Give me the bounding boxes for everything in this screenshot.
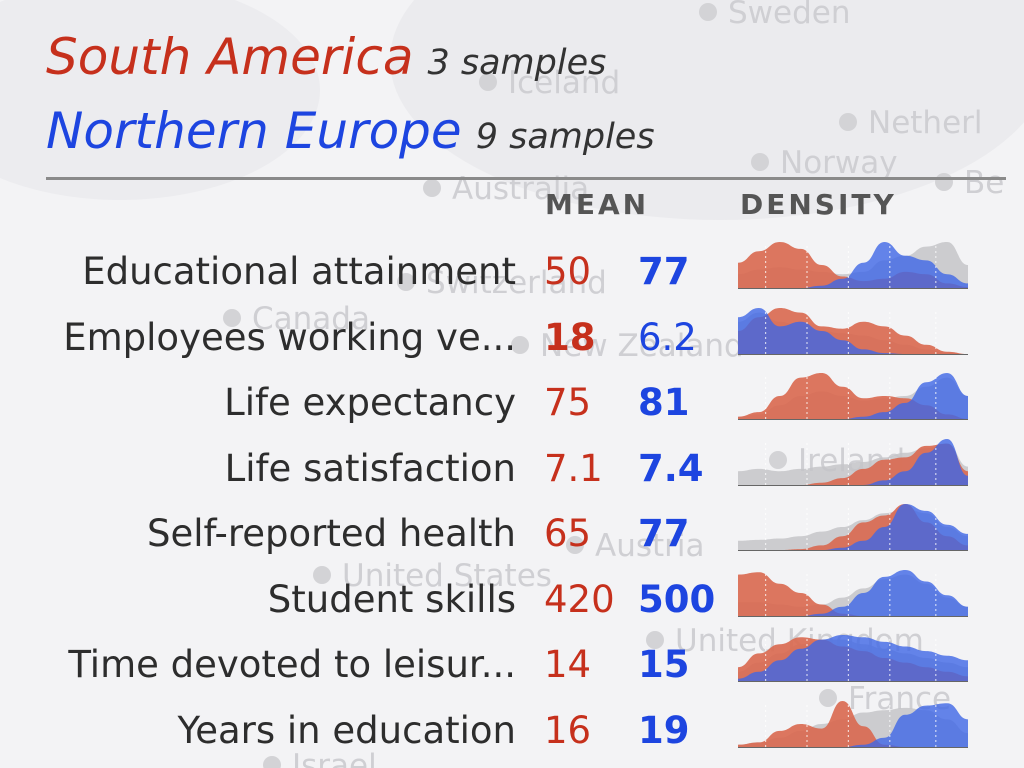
mean-value-south-america: 65 xyxy=(544,512,592,555)
table-row: Life expectancy 75 81 xyxy=(0,373,1024,439)
row-label: Life expectancy xyxy=(224,381,516,424)
group-a-count: 3 samples xyxy=(427,43,607,83)
density-area-northern-europe xyxy=(738,438,968,485)
column-header-density: DENSITY xyxy=(740,188,897,221)
background-country-dot xyxy=(263,756,281,768)
column-header-mean: MEAN xyxy=(545,188,650,221)
density-sparkline xyxy=(738,635,968,682)
background-country-label: Switzerland xyxy=(426,265,607,301)
mean-value-northern-europe: 6.2 xyxy=(638,315,697,359)
density-sparkline xyxy=(738,700,968,748)
table-row: Life satisfaction 7.1 7.4 xyxy=(0,438,1024,505)
density-area-northern-europe xyxy=(738,504,968,550)
background-country-label: New Zealand xyxy=(540,328,744,364)
mean-value-northern-europe: 15 xyxy=(638,643,690,686)
density-sparkline xyxy=(738,242,968,289)
background-country-label: United States xyxy=(342,558,552,594)
background-country-label: Iceland xyxy=(508,65,620,101)
background-country-dot xyxy=(751,153,769,171)
background-country-dot xyxy=(397,273,415,291)
mean-value-south-america: 16 xyxy=(544,708,592,752)
mean-value-south-america: 75 xyxy=(544,381,592,424)
density-area-northern-europe xyxy=(738,702,968,747)
row-label: Employees working ve... xyxy=(63,315,516,359)
mean-value-northern-europe: 19 xyxy=(638,708,690,752)
background-country-label: Netherl xyxy=(868,105,983,141)
mean-value-south-america: 18 xyxy=(544,315,596,359)
mean-value-northern-europe: 500 xyxy=(638,577,716,621)
table-row: Time devoted to leisur... 14 15 xyxy=(0,635,1024,701)
mean-value-northern-europe: 81 xyxy=(638,381,690,424)
density-area-northern-europe xyxy=(738,569,968,616)
background-country-label: Be xyxy=(964,165,1004,201)
density-area-south-america xyxy=(738,571,968,616)
background-country-dot xyxy=(819,689,837,707)
density-area-northern-europe xyxy=(738,373,968,419)
mean-value-northern-europe: 77 xyxy=(638,250,690,293)
row-label: Student skills xyxy=(267,577,516,621)
header-divider xyxy=(46,177,1006,180)
density-sparkline xyxy=(738,438,968,486)
mean-value-south-america: 420 xyxy=(544,577,615,621)
mean-value-northern-europe: 77 xyxy=(638,512,690,555)
background-country-label: Sweden xyxy=(728,0,851,31)
background-country-dot xyxy=(935,173,953,191)
density-area-south-america xyxy=(738,700,968,747)
density-sparkline xyxy=(738,307,968,355)
density-sparkline xyxy=(738,373,968,420)
group-b-name: Northern Europe xyxy=(46,102,462,160)
background-country-dot xyxy=(223,309,241,327)
mean-value-south-america: 14 xyxy=(544,643,592,686)
table-row: Student skills 420 500 xyxy=(0,569,1024,636)
background-country-dot xyxy=(566,536,584,554)
background-country-label: Israel xyxy=(292,748,377,768)
background-country-dot xyxy=(646,631,664,649)
background-country-dot xyxy=(313,566,331,584)
table-row: Self-reported health 65 77 xyxy=(0,504,1024,570)
background-country-dot xyxy=(699,3,717,21)
density-sparkline xyxy=(738,569,968,617)
background-country-dot xyxy=(479,73,497,91)
row-label: Years in education xyxy=(177,708,516,752)
row-label: Time devoted to leisur... xyxy=(68,643,516,686)
row-label: Life satisfaction xyxy=(224,446,516,490)
background-country-dot xyxy=(839,113,857,131)
background-country-label: Norway xyxy=(780,145,898,181)
group-b-count: 9 samples xyxy=(475,117,655,157)
group-a-name: South America xyxy=(46,28,414,86)
legend-northern-europe: Northern Europe 9 samples xyxy=(46,102,655,160)
table-row: Years in education 16 19 xyxy=(0,700,1024,767)
density-area-northern-europe xyxy=(738,242,968,288)
density-area-northern-europe xyxy=(738,307,968,354)
row-label: Self-reported health xyxy=(146,512,516,555)
row-label: Educational attainment xyxy=(82,250,516,293)
background-country-dot xyxy=(769,451,787,469)
background-country-label: Canada xyxy=(252,301,370,337)
background-country-label: Austria xyxy=(595,528,705,564)
legend-south-america: South America 3 samples xyxy=(46,28,606,86)
table-row: Employees working ve... 18 6.2 xyxy=(0,307,1024,374)
mean-value-northern-europe: 7.4 xyxy=(638,446,704,490)
mean-value-south-america: 50 xyxy=(544,250,592,293)
mean-value-south-america: 7.1 xyxy=(544,446,603,490)
background-country-dot xyxy=(423,179,441,197)
density-area-northern-europe xyxy=(738,635,968,681)
background-country-dot xyxy=(511,336,529,354)
density-sparkline xyxy=(738,504,968,551)
table-row: Educational attainment 50 77 xyxy=(0,242,1024,308)
